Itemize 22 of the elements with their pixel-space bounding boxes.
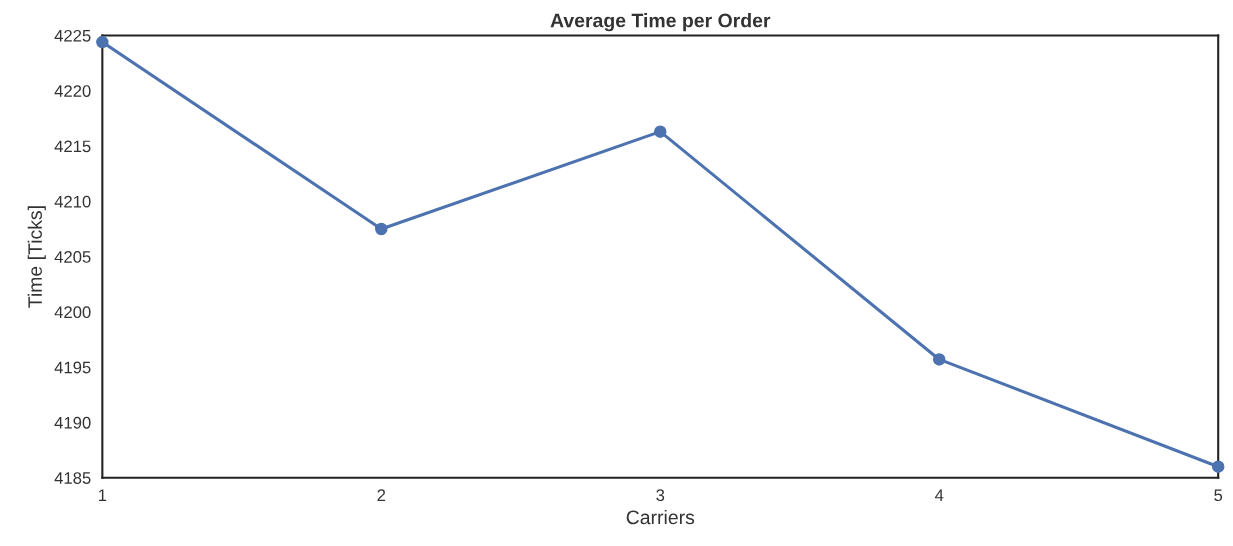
point — [654, 125, 667, 138]
y-tick-label: 4195 — [54, 361, 91, 374]
y-tick-label: 4200 — [54, 306, 91, 319]
x-tick-label: 1 — [98, 489, 107, 501]
y-tick-label: 4210 — [54, 195, 91, 208]
point — [375, 222, 388, 236]
y-tick-label: 4215 — [54, 140, 91, 153]
x-axis-title: Carriers — [626, 509, 695, 525]
y-tick-label: 4185 — [54, 472, 91, 484]
y-axis-title: Time [Ticks] — [27, 206, 46, 308]
y-tick-label: 4190 — [54, 416, 91, 429]
point — [932, 353, 946, 366]
point — [96, 35, 109, 49]
y-tick-label: 4225 — [54, 29, 91, 42]
x-tick-label: 5 — [1214, 489, 1223, 502]
x-tick-label: 3 — [656, 489, 665, 502]
y-tick-label: 4205 — [54, 251, 91, 263]
y-tick-label: 4220 — [54, 85, 91, 97]
x-tick-label: 2 — [377, 489, 386, 501]
point — [1211, 460, 1225, 473]
x-tick-label: 4 — [934, 489, 944, 501]
chart-title: Average Time per Order — [550, 13, 771, 32]
